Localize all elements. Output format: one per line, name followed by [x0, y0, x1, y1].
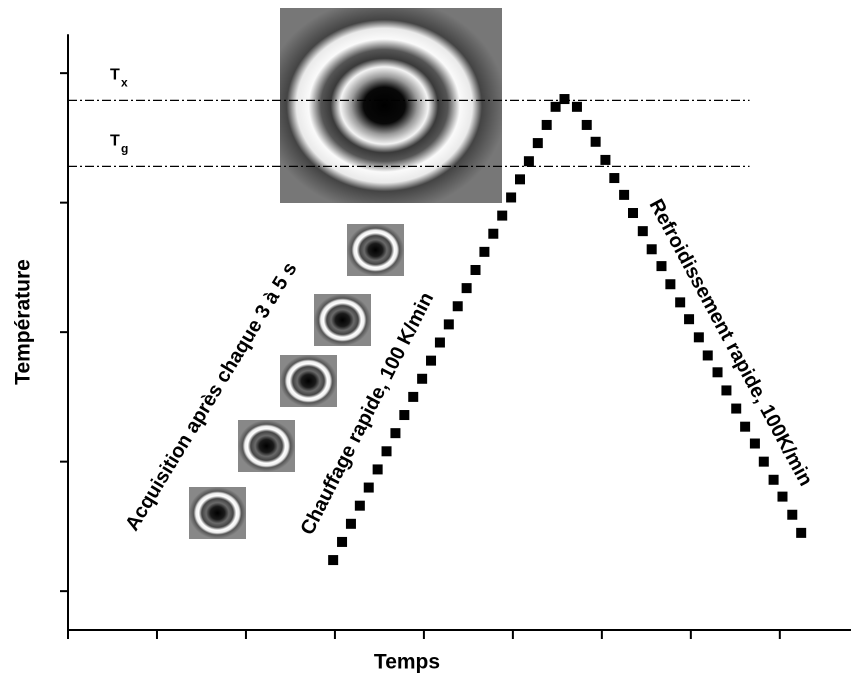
marker	[550, 101, 561, 112]
marker	[337, 536, 348, 547]
marker	[702, 350, 713, 361]
marker	[559, 94, 570, 105]
marker	[497, 210, 508, 221]
x-axis-label: Temps	[374, 651, 440, 674]
marker	[372, 464, 383, 475]
reference-subscript: x	[121, 76, 128, 90]
thumb	[314, 294, 371, 346]
marker	[609, 173, 620, 184]
marker	[434, 337, 445, 348]
marker	[408, 391, 419, 402]
marker	[470, 264, 481, 275]
marker	[619, 189, 630, 200]
marker	[637, 226, 648, 237]
marker	[768, 474, 779, 485]
marker	[749, 438, 760, 449]
marker	[541, 119, 552, 130]
marker	[590, 136, 601, 147]
marker	[581, 119, 592, 130]
marker	[571, 101, 582, 112]
big-image	[280, 8, 502, 203]
reference-label: T	[110, 67, 120, 84]
marker	[345, 518, 356, 529]
thumb	[280, 355, 337, 407]
marker	[740, 421, 751, 432]
marker	[426, 355, 437, 366]
marker	[693, 332, 704, 343]
marker	[506, 192, 517, 203]
marker	[399, 410, 410, 421]
reference-subscript: g	[121, 142, 128, 156]
thumb	[189, 487, 246, 539]
marker	[363, 482, 374, 493]
marker	[488, 228, 499, 239]
marker	[479, 246, 490, 257]
marker	[443, 319, 454, 330]
marker	[354, 500, 365, 511]
marker	[656, 261, 667, 272]
marker	[712, 367, 723, 378]
marker	[777, 491, 788, 502]
marker	[452, 301, 463, 312]
images	[189, 8, 502, 539]
thumb	[238, 420, 295, 472]
marker	[787, 509, 798, 520]
marker	[328, 555, 339, 566]
marker	[381, 446, 392, 457]
marker	[461, 283, 472, 294]
marker	[684, 314, 695, 325]
annotation: Refroidissement rapide, 100K/min	[645, 196, 817, 490]
marker	[721, 385, 732, 396]
marker	[758, 456, 769, 467]
thumb	[347, 224, 404, 276]
marker	[417, 373, 428, 384]
marker	[675, 297, 686, 308]
marker	[532, 138, 543, 149]
marker	[390, 428, 401, 439]
marker	[665, 279, 676, 290]
marker	[796, 527, 807, 538]
marker	[515, 174, 526, 185]
marker	[731, 403, 742, 414]
marker	[523, 156, 534, 167]
marker	[600, 154, 611, 165]
y-axis-label: Température	[12, 259, 35, 385]
marker	[628, 208, 639, 219]
marker	[646, 244, 657, 255]
reference-label: T	[110, 133, 120, 150]
